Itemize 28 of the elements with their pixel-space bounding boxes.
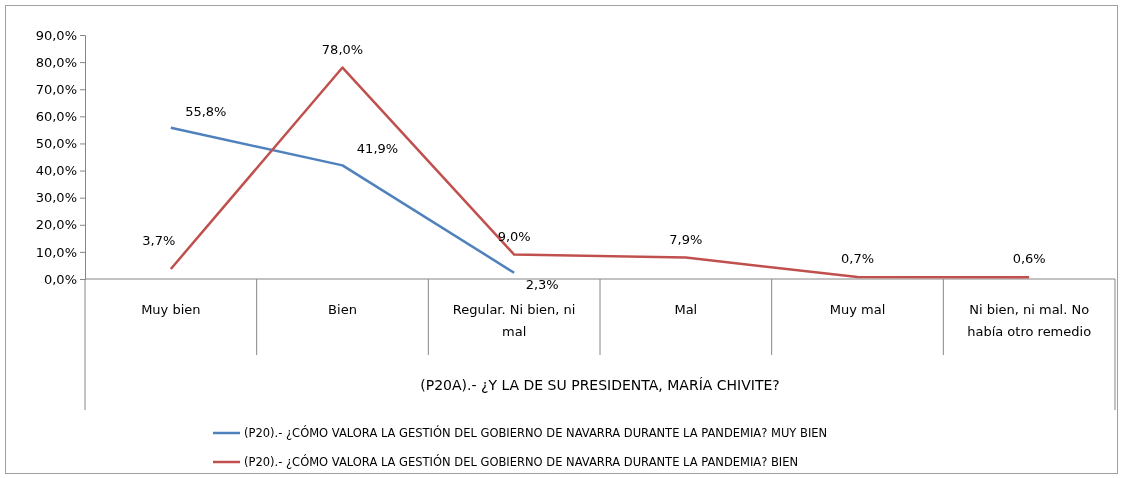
x-tick-label: Ni bien, ni mal. No había otro remedio: [967, 302, 1092, 339]
data-label: 0,7%: [840, 251, 875, 267]
x-tick-label: Regular. Ni bien, ni mal: [452, 302, 576, 339]
legend-label: (P20).- ¿CÓMO VALORA LA GESTIÓN DEL GOBIERNO DE NAVARRA DURANTE LA PANDEMIA? MUY BIEN: [244, 425, 828, 440]
x-tick-label: Muy mal: [829, 302, 886, 317]
data-label: 2,3%: [525, 276, 559, 292]
legend-label: (P20).- ¿CÓMO VALORA LA GESTIÓN DEL GOBIERNO DE NAVARRA DURANTE LA PANDEMIA? BIEN: [244, 454, 799, 469]
data-label: 9,0%: [497, 228, 531, 244]
data-label: 0,6%: [1012, 251, 1046, 267]
y-tick-label: 70,0%: [35, 81, 77, 97]
y-tick-label: 80,0%: [35, 54, 77, 70]
y-tick-label: 60,0%: [35, 108, 77, 124]
x-tick-label: Bien: [328, 302, 357, 317]
x-tick-label: Mal: [674, 302, 698, 317]
y-tick-label: 90,0%: [35, 27, 77, 43]
y-tick-label: 50,0%: [35, 136, 77, 152]
data-label: 41,9%: [356, 141, 399, 157]
x-axis-title: (P20A).- ¿Y LA DE SU PRESIDENTA, MARÍA CHIVITE?: [420, 377, 780, 393]
x-tick-label: Muy bien: [141, 302, 201, 317]
y-tick-label: 10,0%: [35, 244, 77, 260]
data-label: 55,8%: [185, 103, 227, 119]
y-tick-label: 30,0%: [35, 190, 77, 206]
y-tick-label: 40,0%: [35, 163, 77, 179]
data-label: 3,7%: [142, 232, 176, 248]
data-label: 7,9%: [669, 231, 703, 247]
y-tick-label: 20,0%: [35, 217, 77, 233]
data-label: 78,0%: [321, 41, 364, 57]
y-tick-label: 0,0%: [43, 271, 77, 287]
